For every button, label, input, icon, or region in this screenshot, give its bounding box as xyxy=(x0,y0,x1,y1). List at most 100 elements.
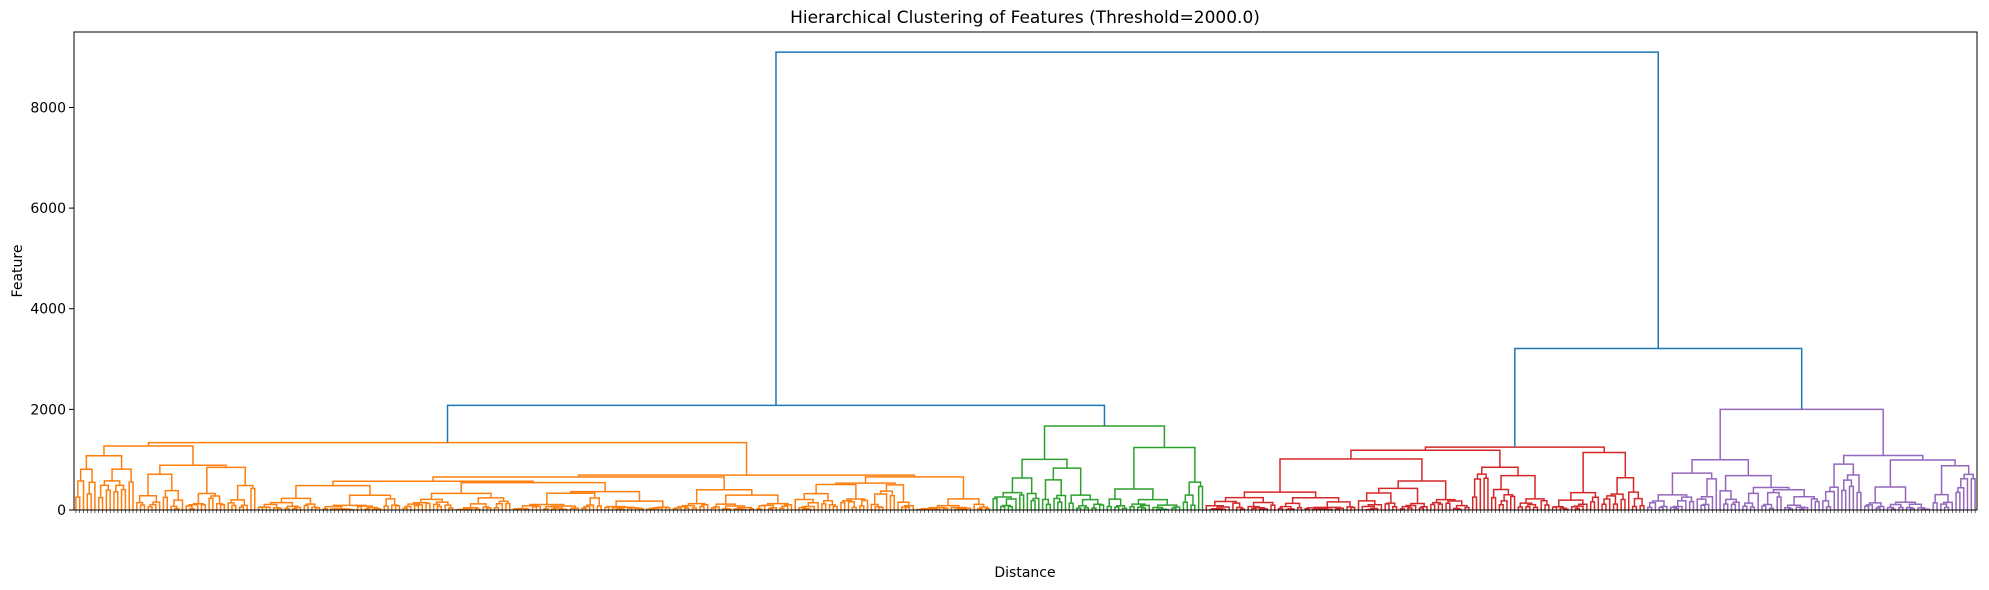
cluster-link xyxy=(889,494,895,510)
cluster-link xyxy=(1357,500,1376,510)
cluster-link xyxy=(1091,507,1097,510)
cluster-link xyxy=(430,492,492,500)
cluster-link xyxy=(231,504,237,510)
cluster-link xyxy=(404,505,412,510)
cluster-link xyxy=(1681,496,1693,502)
cluster-link xyxy=(1116,504,1126,509)
cluster-link xyxy=(435,501,449,506)
cluster-link xyxy=(420,498,443,503)
cluster-link xyxy=(149,503,157,510)
cluster-link xyxy=(581,507,587,510)
cluster-link xyxy=(1620,498,1626,510)
cluster-link xyxy=(1688,500,1695,510)
cluster-link xyxy=(236,484,254,500)
cluster-link xyxy=(712,506,720,510)
cluster-link xyxy=(521,504,539,509)
cluster-link xyxy=(1970,478,1976,510)
cluster-link xyxy=(1628,491,1640,510)
cluster-link xyxy=(273,506,281,510)
cluster-link xyxy=(238,506,245,510)
cluster-link xyxy=(495,503,503,510)
cluster-link xyxy=(616,506,635,509)
cluster-link xyxy=(263,503,278,508)
cluster-link xyxy=(1723,503,1729,510)
cluster-link xyxy=(552,507,563,510)
cluster-link xyxy=(1606,495,1617,505)
dendrogram-links xyxy=(75,51,1976,511)
cluster-link xyxy=(486,507,492,510)
cluster-link xyxy=(1397,480,1447,500)
cluster-link xyxy=(219,504,226,510)
cluster-link xyxy=(448,507,454,510)
cluster-link xyxy=(99,484,110,498)
cluster-link xyxy=(874,506,882,510)
cluster-link xyxy=(724,494,779,505)
cluster-link xyxy=(128,481,134,510)
cluster-link xyxy=(1052,467,1082,496)
cluster-link xyxy=(1768,507,1775,510)
cluster-link xyxy=(103,480,121,486)
cluster-link xyxy=(821,503,827,510)
cluster-link xyxy=(950,506,968,510)
cluster-link xyxy=(1894,501,1917,505)
cluster-link xyxy=(1909,507,1915,510)
cluster-link xyxy=(250,487,256,510)
cluster-link xyxy=(803,492,829,501)
cluster-link xyxy=(1898,506,1904,510)
cluster-link xyxy=(794,498,814,510)
cluster-link xyxy=(1001,504,1012,507)
cluster-link xyxy=(864,476,965,499)
cluster-link xyxy=(425,502,431,510)
cluster-link xyxy=(1875,507,1881,510)
cluster-link xyxy=(1197,485,1204,510)
cluster-link xyxy=(147,441,748,476)
cluster-link xyxy=(1960,478,1969,510)
cluster-link xyxy=(185,505,193,510)
cluster-link xyxy=(681,504,696,509)
cluster-link xyxy=(120,488,127,510)
cluster-link xyxy=(77,480,85,510)
cluster-link xyxy=(1235,506,1244,510)
cluster-link xyxy=(1019,494,1025,510)
cluster-link xyxy=(1137,498,1169,506)
cluster-link xyxy=(691,507,698,510)
chart-title: Hierarchical Clustering of Features (Thr… xyxy=(790,8,1260,28)
cluster-link xyxy=(517,507,528,510)
cluster-link xyxy=(1420,505,1428,510)
cluster-link xyxy=(1886,506,1895,510)
y-tick-label: 2000 xyxy=(30,402,66,418)
cluster-link xyxy=(1056,494,1067,510)
cluster-link xyxy=(1846,474,1860,493)
cluster-link xyxy=(164,489,179,501)
cluster-link xyxy=(761,504,775,508)
cluster-link xyxy=(1573,505,1584,510)
x-axis-label: Distance xyxy=(994,565,1055,581)
cluster-link xyxy=(1213,500,1238,506)
cluster-link xyxy=(847,501,855,510)
cluster-link xyxy=(1856,491,1862,510)
cluster-link xyxy=(1957,487,1965,510)
cluster-link xyxy=(615,500,664,508)
cluster-link xyxy=(210,495,221,504)
cluster-link xyxy=(292,507,298,510)
cluster-link xyxy=(1503,493,1514,501)
cluster-link xyxy=(851,506,857,510)
y-tick-label: 4000 xyxy=(30,302,66,318)
cluster-link xyxy=(769,507,777,510)
cluster-link xyxy=(1822,500,1830,510)
cluster-link xyxy=(1247,505,1260,510)
cluster-link xyxy=(992,497,998,510)
cluster-link xyxy=(807,502,819,510)
cluster-link xyxy=(1367,503,1383,510)
cluster-link xyxy=(1211,507,1224,510)
cluster-link xyxy=(173,499,184,510)
cluster-link xyxy=(1392,506,1398,510)
cluster-link xyxy=(1270,504,1276,510)
cluster-link xyxy=(1651,500,1665,507)
y-tick-label: 0 xyxy=(57,503,66,519)
cluster-link xyxy=(1868,502,1882,507)
cluster-link xyxy=(1418,507,1424,510)
cluster-link xyxy=(1304,507,1310,510)
cluster-link xyxy=(332,480,534,486)
cluster-link xyxy=(815,483,857,500)
